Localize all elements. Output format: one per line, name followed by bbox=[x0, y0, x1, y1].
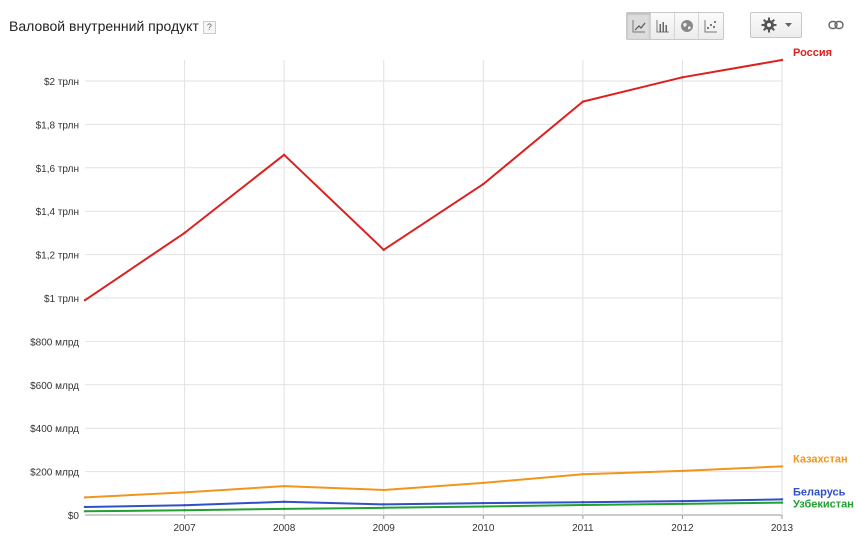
chevron-down-icon bbox=[784, 22, 792, 27]
data-point bbox=[83, 505, 87, 509]
data-point bbox=[183, 509, 186, 512]
y-tick-label: $1,2 трлн bbox=[36, 251, 79, 262]
chart-title: Валовой внутренний продукт? bbox=[9, 18, 216, 34]
data-point bbox=[282, 484, 286, 488]
data-point bbox=[780, 58, 784, 62]
map-chart-button[interactable] bbox=[675, 13, 699, 39]
link-icon bbox=[828, 20, 844, 30]
scatter-chart-icon bbox=[704, 20, 717, 33]
data-point bbox=[183, 491, 186, 494]
settings-button[interactable] bbox=[750, 12, 802, 38]
data-point bbox=[581, 473, 585, 476]
y-tick-label: $600 млрд bbox=[30, 381, 79, 392]
chart-title-text: Валовой внутренний продукт bbox=[9, 18, 199, 34]
x-tick-label: 2010 bbox=[472, 523, 495, 534]
line-chart-button[interactable] bbox=[627, 13, 651, 39]
line-chart-icon bbox=[632, 20, 645, 33]
globe-map-icon bbox=[680, 20, 693, 32]
chart-header: Валовой внутренний продукт? bbox=[0, 0, 856, 50]
bar-chart-button[interactable] bbox=[651, 13, 675, 39]
data-point bbox=[482, 505, 485, 508]
series-line-3 bbox=[84, 501, 783, 513]
bar-chart-icon bbox=[656, 20, 669, 33]
data-point bbox=[681, 499, 684, 503]
series-label-0: Россия bbox=[793, 47, 832, 59]
y-tick-label: $1,8 трлн bbox=[36, 120, 79, 131]
share-link-button[interactable] bbox=[818, 12, 854, 38]
y-tick-label: $1,4 трлн bbox=[36, 207, 79, 218]
gear-icon bbox=[761, 17, 776, 33]
help-icon[interactable]: ? bbox=[202, 21, 216, 34]
data-point bbox=[382, 488, 385, 492]
y-tick-label: $1 трлн bbox=[44, 294, 79, 305]
data-point bbox=[282, 500, 286, 503]
data-point bbox=[581, 500, 585, 504]
x-tick-label: 2013 bbox=[771, 523, 794, 534]
data-point bbox=[780, 498, 784, 501]
data-point bbox=[382, 503, 385, 506]
data-point bbox=[482, 481, 485, 485]
series-label-2: Беларусь bbox=[793, 486, 846, 498]
series-line-2 bbox=[84, 498, 783, 508]
data-point bbox=[282, 507, 286, 511]
x-tick-label: 2011 bbox=[572, 523, 594, 534]
y-tick-label: $200 млрд bbox=[30, 468, 79, 479]
series-label-3: Узбекистан bbox=[793, 498, 854, 510]
chart-type-switcher bbox=[626, 12, 724, 40]
data-point bbox=[83, 496, 87, 499]
series-line-0 bbox=[84, 59, 783, 302]
data-point bbox=[183, 504, 186, 507]
y-tick-label: $0 bbox=[68, 511, 80, 522]
data-point bbox=[382, 506, 385, 510]
y-tick-label: $800 млрд bbox=[30, 337, 79, 348]
data-point bbox=[681, 469, 684, 473]
data-point bbox=[681, 502, 684, 506]
series-label-1: Казахстан bbox=[793, 453, 848, 465]
y-tick-label: $1,6 трлн bbox=[36, 164, 79, 175]
data-point bbox=[780, 465, 784, 468]
data-point bbox=[482, 182, 485, 186]
data-point bbox=[282, 153, 286, 156]
x-tick-label: 2009 bbox=[373, 523, 396, 534]
data-point bbox=[780, 501, 784, 504]
data-point bbox=[83, 298, 87, 302]
data-point bbox=[581, 100, 585, 103]
x-tick-label: 2007 bbox=[173, 523, 196, 534]
data-point bbox=[382, 248, 385, 252]
data-point bbox=[183, 231, 186, 235]
y-tick-label: $2 трлн bbox=[44, 77, 79, 88]
scatter-chart-button[interactable] bbox=[699, 13, 723, 39]
y-tick-label: $400 млрд bbox=[30, 424, 79, 435]
data-point bbox=[581, 503, 585, 507]
data-point bbox=[681, 76, 684, 79]
series-line-1 bbox=[84, 465, 783, 499]
data-point bbox=[482, 501, 485, 505]
x-tick-label: 2012 bbox=[671, 523, 694, 534]
x-tick-label: 2008 bbox=[273, 523, 296, 534]
data-point bbox=[83, 510, 87, 513]
